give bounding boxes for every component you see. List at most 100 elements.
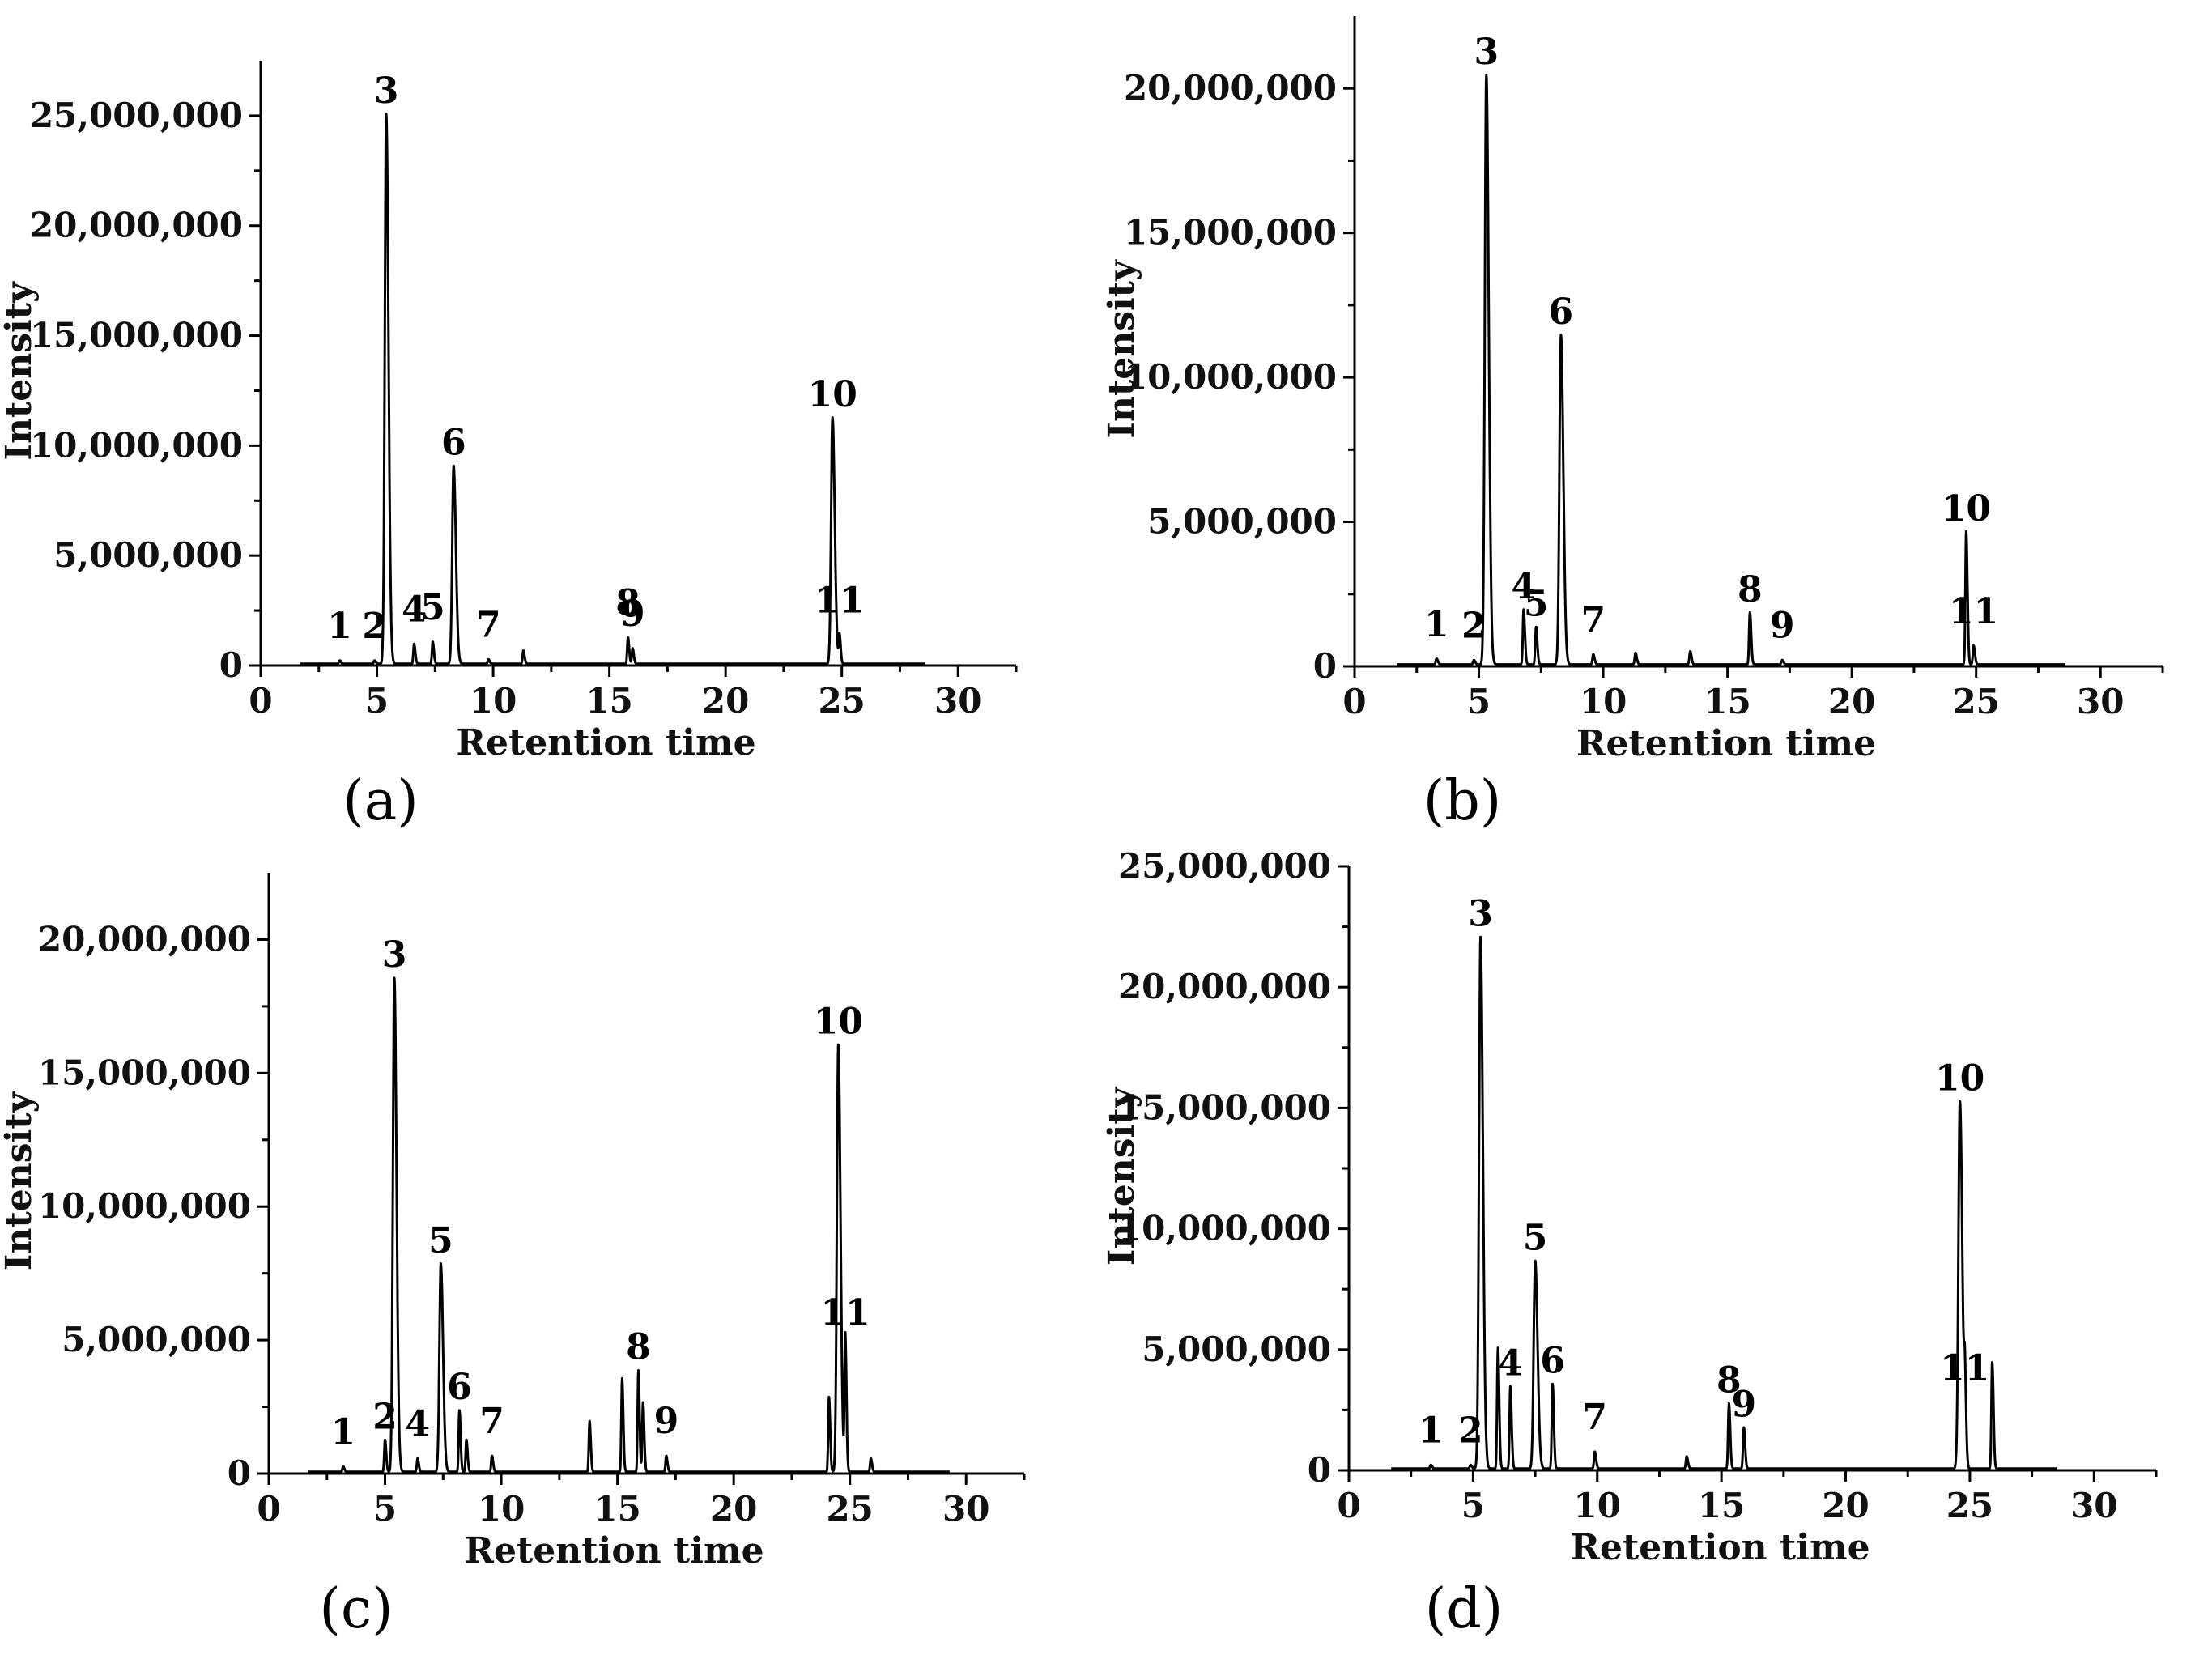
x-tick-label: 5	[373, 1489, 397, 1529]
peak-label-11: 11	[1949, 591, 1998, 632]
y-tick-label: 10,000,000	[38, 1186, 251, 1226]
x-tick-label: 0	[257, 1489, 280, 1529]
chromatogram-trace	[1390, 935, 2058, 1470]
y-tick-label: 15,000,000	[1118, 1087, 1331, 1127]
peak-label-2: 2	[372, 1396, 398, 1437]
x-tick-label: 20	[710, 1489, 757, 1529]
x-tick-label: 20	[702, 681, 749, 721]
peak-label-2: 2	[1458, 1410, 1483, 1452]
x-tick-label: 10	[1574, 1486, 1621, 1525]
x-axis-title: Retention time	[456, 722, 755, 764]
y-tick-label: 15,000,000	[30, 316, 243, 355]
x-axis-title: Retention time	[464, 1530, 764, 1572]
peak-label-11: 11	[820, 1292, 870, 1334]
peak-label-5: 5	[1524, 584, 1549, 625]
y-tick-label: 10,000,000	[30, 425, 243, 465]
chromatogram-trace	[299, 113, 926, 666]
peak-label-6: 6	[447, 1367, 472, 1408]
y-tick-label: 20,000,000	[1118, 967, 1331, 1006]
peak-label-4: 4	[1498, 1343, 1523, 1385]
peak-label-8: 8	[1716, 1359, 1742, 1401]
y-tick-label: 5,000,000	[1147, 502, 1337, 542]
x-tick-label: 25	[1952, 682, 1999, 721]
y-axis-title: Intensity	[0, 281, 40, 461]
x-tick-label: 30	[2077, 682, 2124, 721]
panel-b: 0 5,000,000 10,000,000 15,000,000 20,000,000…	[1106, 0, 2212, 838]
peak-label-1: 1	[1419, 1410, 1444, 1452]
y-tick-label: 20,000,000	[30, 206, 243, 245]
peak-label-5: 5	[420, 587, 445, 628]
x-tick-label: 25	[1946, 1486, 1993, 1525]
y-tick-label: 5,000,000	[1142, 1329, 1331, 1369]
y-tick-label: 0	[219, 645, 243, 685]
y-axis-title: Intensity	[0, 1091, 40, 1270]
peak-label-6: 6	[1540, 1341, 1565, 1382]
chart-b: 0 5,000,000 10,000,000 15,000,000 20,000,000…	[1106, 16, 2164, 833]
y-tick-label: 15,000,000	[1124, 213, 1337, 253]
peak-label-1: 1	[1424, 604, 1449, 645]
x-tick-label: 15	[593, 1489, 640, 1529]
panel-c: 0 5,000,000 10,000,000 15,000,000 20,000,000…	[0, 838, 1106, 1676]
peak-label-3: 3	[374, 70, 399, 112]
chart-a: 0 5,000,000 10,000,000 15,000,000 20,000,000…	[0, 61, 1018, 833]
x-tick-label: 0	[1342, 682, 1366, 721]
peak-label-7: 7	[479, 1401, 504, 1442]
peak-label-11: 11	[1940, 1348, 1989, 1389]
x-tick-label: 10	[470, 681, 517, 721]
peak-label-7: 7	[1582, 1397, 1607, 1438]
x-tick-label: 30	[942, 1489, 989, 1529]
y-tick-label: 5,000,000	[53, 535, 243, 575]
x-tick-label: 5	[1461, 1486, 1485, 1525]
x-axis-title: Retention time	[1570, 1527, 1870, 1568]
peak-label-4: 4	[402, 589, 427, 631]
peak-label-9: 9	[1731, 1384, 1756, 1425]
peak-label-8: 8	[615, 582, 640, 623]
panel-caption: (c)	[319, 1577, 393, 1641]
x-tick-label: 15	[585, 681, 632, 721]
peak-label-10: 10	[1935, 1057, 1984, 1099]
panel-caption: (b)	[1423, 769, 1502, 833]
peak-label-8: 8	[1738, 569, 1763, 610]
peak-label-1: 1	[331, 1411, 356, 1453]
peak-label-4: 4	[1511, 566, 1536, 607]
x-tick-label: 25	[826, 1489, 873, 1529]
y-axis-title: Intensity	[1106, 1086, 1142, 1266]
peak-label-6: 6	[1549, 291, 1574, 333]
chromatogram-trace	[1396, 74, 2067, 666]
peak-label-5: 5	[1523, 1217, 1548, 1258]
y-tick-label: 25,000,000	[1118, 846, 1331, 886]
y-tick-label: 0	[1313, 646, 1337, 686]
y-tick-label: 5,000,000	[62, 1320, 251, 1359]
y-tick-label: 10,000,000	[1118, 1209, 1331, 1248]
x-tick-label: 30	[2070, 1486, 2117, 1525]
peak-label-8: 8	[626, 1327, 651, 1368]
chart-c: 0 5,000,000 10,000,000 15,000,000 20,000,000…	[0, 873, 1026, 1641]
y-tick-label: 10,000,000	[1124, 357, 1337, 397]
x-axis-title: Retention time	[1576, 723, 1876, 764]
panel-caption: (d)	[1425, 1577, 1504, 1641]
peak-label-3: 3	[1468, 894, 1493, 935]
peak-label-10: 10	[808, 374, 857, 415]
y-tick-label: 15,000,000	[38, 1053, 251, 1092]
peak-label-11: 11	[815, 581, 864, 622]
x-tick-label: 25	[818, 681, 865, 721]
panel-a: 0 5,000,000 10,000,000 15,000,000 20,000,000…	[0, 0, 1106, 838]
peak-label-2: 2	[1461, 606, 1487, 647]
chromatogram-trace	[307, 976, 951, 1474]
x-tick-label: 15	[1698, 1486, 1745, 1525]
y-axis-title: Intensity	[1106, 259, 1142, 439]
y-tick-label: 20,000,000	[1124, 68, 1337, 108]
panel-caption: (a)	[342, 769, 419, 833]
peak-label-10: 10	[1942, 488, 1991, 530]
peak-label-7: 7	[476, 605, 501, 646]
panel-d: 0 5,000,000 10,000,000 15,000,000 20,000,000…	[1106, 838, 2212, 1676]
x-tick-label: 5	[365, 681, 389, 721]
x-tick-label: 0	[1337, 1486, 1360, 1525]
x-tick-label: 10	[478, 1489, 525, 1529]
peak-label-9: 9	[654, 1401, 679, 1442]
x-tick-label: 20	[1828, 682, 1875, 721]
peak-label-10: 10	[814, 1001, 863, 1042]
peak-label-6: 6	[441, 423, 466, 464]
x-tick-label: 30	[934, 681, 981, 721]
peak-label-9: 9	[1770, 606, 1795, 647]
